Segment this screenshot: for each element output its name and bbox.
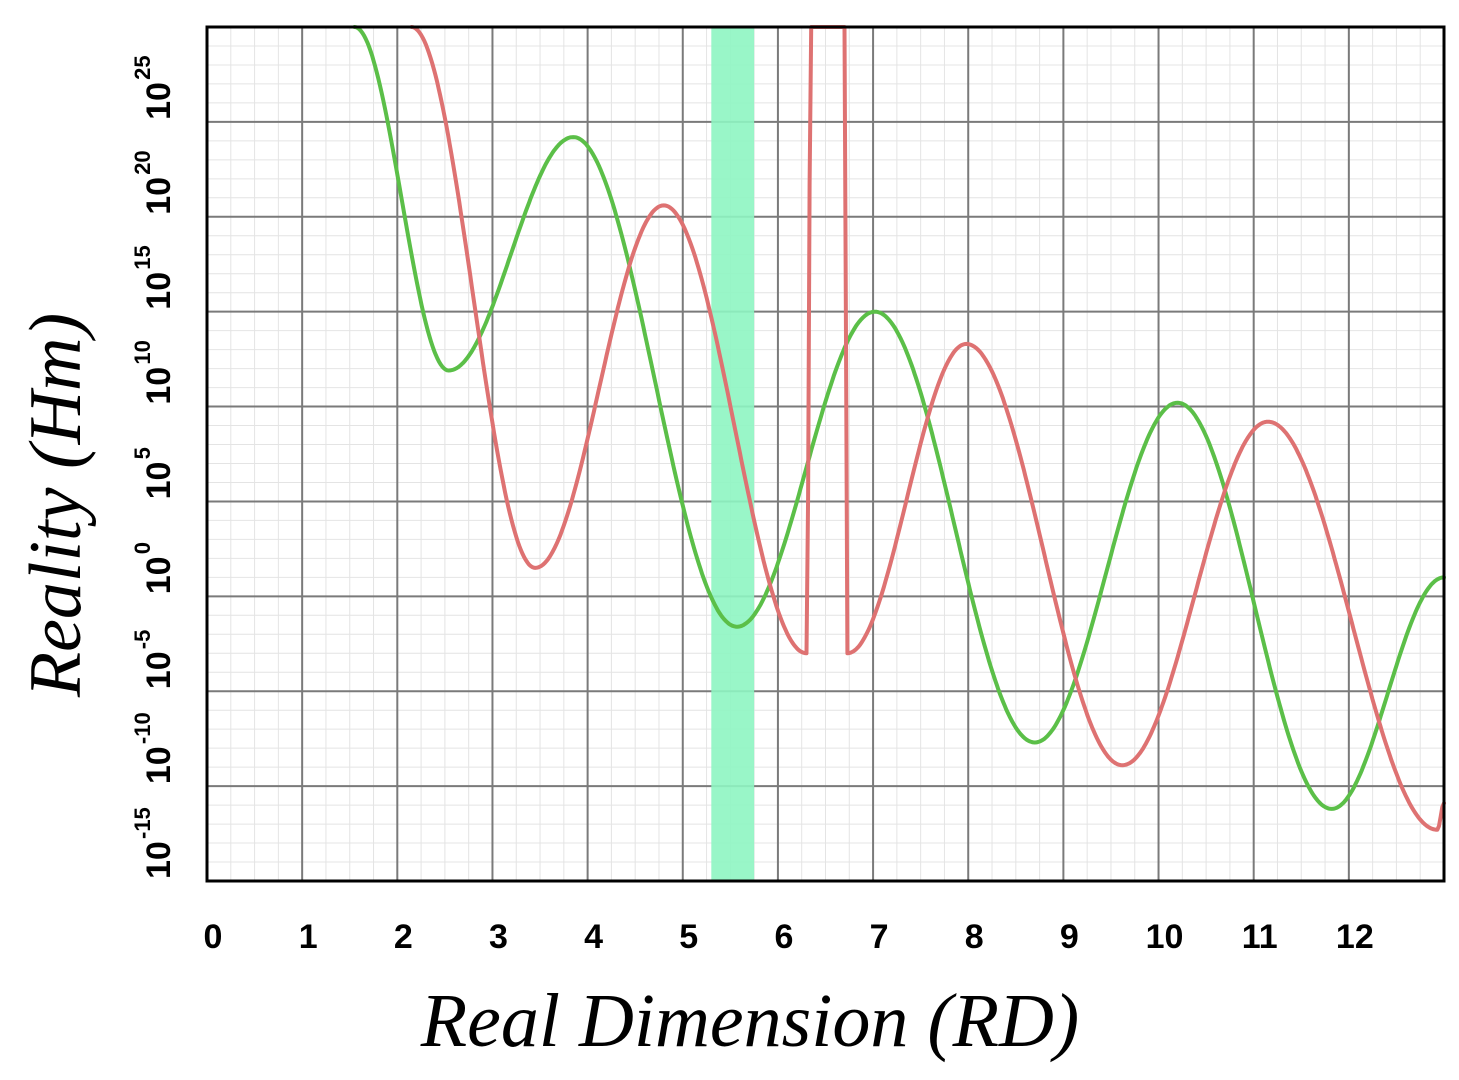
x-tick-label: 8 [965,918,984,956]
x-axis-title: Real Dimension (RD) [420,979,1080,1063]
x-tick-label: 6 [774,918,793,956]
y-tick-base: 10 [140,462,178,500]
series-line-2 [409,25,1446,832]
y-tick-base: 10 [140,841,178,879]
y-tick-exponent: -5 [130,630,155,650]
x-tick-label: 7 [870,918,889,956]
y-tick-label: 100 [130,542,178,594]
highlight-band-layer [711,27,755,881]
y-tick-label: 10-5 [130,630,178,690]
y-tick-exponent: 5 [130,447,155,459]
series-line-1 [352,25,1446,811]
y-tick-label: 105 [130,447,178,499]
y-tick-label: 10-10 [130,712,178,784]
y-tick-exponent: 15 [130,245,155,269]
y-tick-exponent: 10 [130,340,155,364]
y-tick-base: 10 [140,556,178,594]
y-tick-base: 10 [140,272,178,310]
plot-frame [205,25,1446,883]
y-tick-exponent: -15 [130,807,155,839]
x-tick-label: 0 [204,918,223,956]
x-tick-label: 9 [1060,918,1079,956]
x-tick-label: 11 [1242,918,1278,956]
x-tick-label: 1 [299,918,318,956]
y-tick-label: 10-15 [130,807,178,879]
y-tick-exponent: 0 [130,542,155,554]
y-tick-base: 10 [140,82,178,120]
y-tick-exponent: -10 [130,712,155,744]
x-tick-label: 12 [1336,918,1374,956]
y-tick-exponent: 25 [130,55,155,79]
y-tick-base: 10 [140,651,178,689]
x-tick-label: 10 [1146,918,1184,956]
x-tick-label: 2 [394,918,413,956]
x-tick-label: 4 [584,918,603,956]
highlight-band [711,27,755,881]
x-tick-label: 3 [489,918,508,956]
y-axis-title: Reality (Hm) [15,313,97,698]
y-tick-base: 10 [140,746,178,784]
y-tick-exponent: 20 [130,150,155,174]
x-tick-label: 5 [679,918,698,956]
y-tick-base: 10 [140,177,178,215]
y-tick-base: 10 [140,367,178,405]
x-tick-labels: 0 1 2 3 4 5 6 7 8 9 10 11 12 [204,918,1374,956]
series-layer [352,25,1446,832]
